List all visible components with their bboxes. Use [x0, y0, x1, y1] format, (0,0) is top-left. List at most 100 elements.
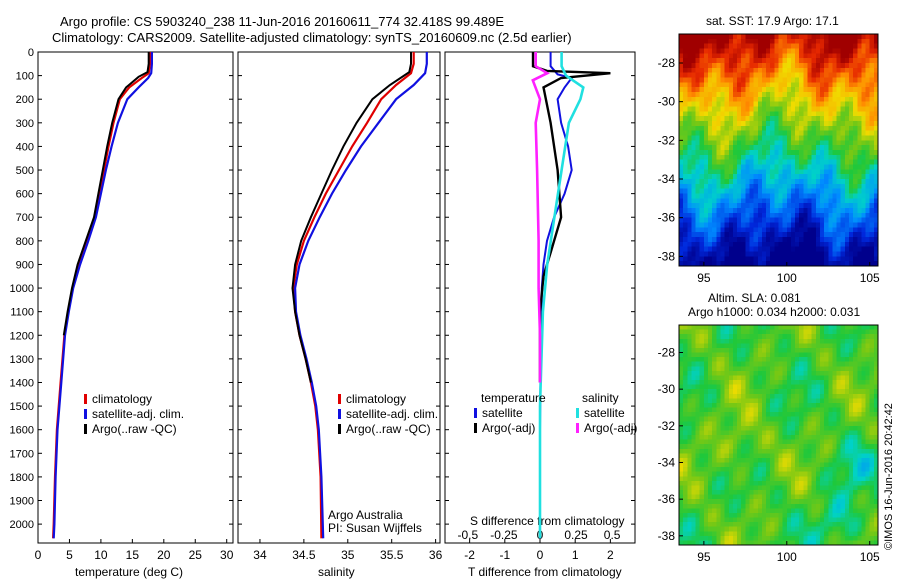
- sla-map-cell: [774, 480, 780, 487]
- sla-map-cell: [757, 389, 763, 395]
- sla-map-cell: [774, 540, 780, 546]
- sst-map-cell: [749, 256, 755, 262]
- sst-map-cell: [865, 135, 871, 141]
- sla-map-cell: [836, 508, 842, 514]
- sst-map-cell: [819, 121, 825, 127]
- sla-map-cell: [848, 421, 854, 427]
- sst-map-cell: [708, 237, 713, 243]
- sst-map-cell: [737, 198, 742, 204]
- legend-label: satellite: [482, 406, 523, 420]
- sla-map-cell: [803, 499, 809, 505]
- sla-map-cell: [848, 540, 854, 546]
- sla-map-cell: [699, 393, 705, 399]
- sst-map-cell: [703, 246, 709, 253]
- sst-map-cell: [687, 48, 693, 54]
- sst-map-cell: [873, 222, 879, 228]
- sst-map-cell: [749, 169, 755, 175]
- sla-map-cell: [679, 361, 684, 367]
- sst-map-cell: [807, 38, 813, 45]
- sla-map-cell: [824, 485, 829, 491]
- sst-map-cell: [869, 96, 875, 103]
- sst-map-cell: [741, 43, 746, 50]
- sst-map-cell: [745, 121, 751, 127]
- sla-map-cell: [699, 384, 705, 390]
- sla-map-cell: [757, 535, 763, 542]
- sla-map-cell: [761, 471, 767, 477]
- sst-map-cell: [799, 232, 804, 238]
- sst-map-cell: [873, 241, 879, 248]
- sla-map-cell: [844, 522, 850, 528]
- sla-map-cell: [716, 430, 722, 436]
- sla-map-cell: [790, 389, 796, 395]
- sla-map-cell: [761, 361, 767, 367]
- sst-map-cell: [844, 208, 850, 214]
- sst-map-cell: [699, 130, 705, 137]
- sla-map-cell: [836, 499, 842, 505]
- sla-map-cell: [699, 485, 705, 491]
- sst-map-cell: [790, 246, 796, 253]
- sla-map-cell: [699, 338, 705, 344]
- sla-map-cell: [728, 421, 734, 427]
- sla-map-cell: [857, 366, 863, 372]
- sla-map-cell: [844, 485, 850, 491]
- sla-map-cell: [807, 453, 813, 459]
- sla-map-cell: [774, 325, 780, 331]
- sla-map-cell: [741, 453, 746, 459]
- sla-map-cell: [873, 494, 879, 500]
- sla-map-cell: [732, 329, 738, 335]
- sla-map-cell: [848, 407, 854, 413]
- sla-map-cell: [687, 494, 693, 500]
- sla-map-cell: [824, 352, 829, 358]
- sst-map-cell: [824, 140, 829, 146]
- sla-map-cell: [836, 522, 842, 528]
- sla-map-cell: [828, 485, 833, 491]
- sst-map-cell: [815, 106, 821, 112]
- sla-map-cell: [869, 522, 875, 528]
- sst-map-cell: [679, 72, 684, 79]
- sst-map-cell: [691, 217, 697, 224]
- sla-map-cell: [786, 329, 792, 335]
- sla-map-cell: [699, 457, 705, 464]
- sst-map-cell: [691, 251, 697, 257]
- sst-map-cell: [691, 232, 697, 238]
- sla-map-cell: [720, 430, 726, 436]
- sla-map-cell: [712, 352, 717, 358]
- sla-map-cell: [795, 389, 800, 395]
- sst-map-cell: [840, 67, 846, 74]
- depth-tick-label: 1200: [10, 330, 34, 342]
- sla-map-cell: [786, 389, 792, 395]
- sst-map-cell: [687, 208, 693, 214]
- sst-map-cell: [708, 87, 713, 93]
- sst-map-cell: [795, 150, 800, 156]
- sla-map-cell: [761, 421, 767, 427]
- sst-map-cell: [679, 140, 684, 146]
- sst-map-cell: [836, 58, 842, 64]
- sla-map-cell: [795, 480, 800, 487]
- sla-map-cell: [749, 393, 755, 399]
- sla-map-cell: [699, 421, 705, 427]
- sst-map-cell: [790, 53, 796, 59]
- sst-map-cell: [757, 154, 763, 161]
- sla-map-cell: [761, 352, 767, 358]
- sla-map-cell: [724, 457, 730, 464]
- sla-map-cell: [724, 512, 730, 519]
- sst-map-cell: [766, 38, 771, 45]
- sla-map-cell: [815, 531, 821, 537]
- sla-map-cell: [848, 380, 854, 386]
- sst-map-cell: [749, 87, 755, 93]
- sla-map-cell: [819, 430, 825, 436]
- legend-swatch: [338, 424, 341, 434]
- sla-map-cell: [699, 439, 705, 445]
- sst-map-cell: [807, 251, 813, 257]
- sst-map-cell: [869, 232, 875, 238]
- sst-map-cell: [732, 256, 738, 262]
- sst-map-cell: [699, 145, 705, 151]
- sst-map-cell: [832, 198, 838, 204]
- sla-map-cell: [832, 347, 838, 354]
- sst-map-cell: [691, 193, 697, 199]
- sst-map-cell: [865, 130, 871, 137]
- sla-map-cell: [699, 329, 705, 335]
- sla-map-cell: [786, 490, 792, 496]
- sst-map-cell: [724, 188, 730, 195]
- sst-map-cell: [811, 106, 817, 112]
